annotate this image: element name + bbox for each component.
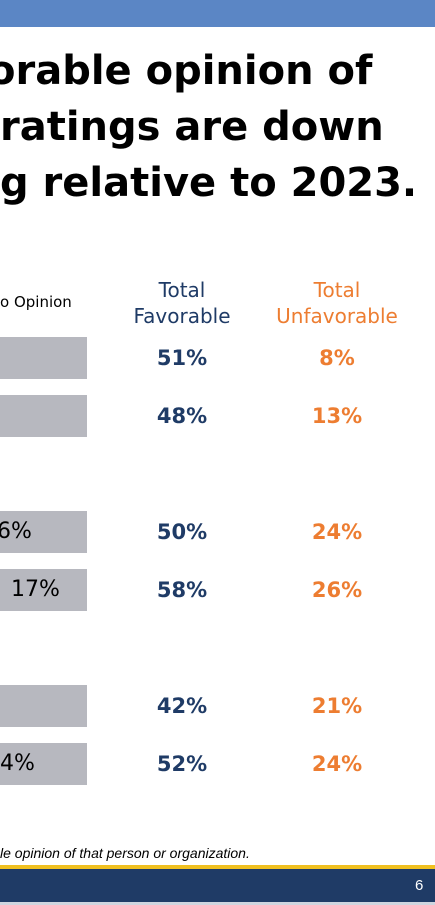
total-unfavorable-header: Total Unfavorable [267,277,407,329]
unfavorable-value: 24% [311,520,363,544]
no-opinion-value: 17% [11,577,60,602]
footnote: le opinion of that person or organizatio… [0,845,250,861]
no-opinion-value: 24% [0,751,35,776]
bottom-edge [0,902,435,905]
favorable-value: 42% [156,694,208,718]
no-opinion-bar: 24% [0,743,87,785]
no-opinion-value: 6% [0,519,32,544]
favorable-value: 52% [156,752,208,776]
total-unfavorable-header-line-1: Total [313,278,361,302]
total-unfavorable-header-line-2: Unfavorable [276,304,398,328]
top-banner [0,0,435,27]
accent-line [0,865,435,869]
no-opinion-bar [0,685,87,727]
footer-bar [0,869,435,902]
no-opinion-bar [0,337,87,379]
unfavorable-value: 13% [311,404,363,428]
unfavorable-value: 8% [319,346,355,370]
no-opinion-bar: 17% [0,569,87,611]
title-line-3: g relative to 2023. [0,160,418,206]
favorable-value: 48% [156,404,208,428]
unfavorable-value: 26% [311,578,363,602]
title-line-2: ratings are down [0,104,384,150]
favorable-value: 50% [156,520,208,544]
no-opinion-bar: 6% [0,511,87,553]
total-favorable-header-line-2: Favorable [133,304,231,328]
total-favorable-header-line-1: Total [158,278,206,302]
no-opinion-header: o Opinion [0,293,72,311]
favorable-value: 58% [156,578,208,602]
title-line-1: orable opinion of [0,48,373,94]
favorable-value: 51% [156,346,208,370]
unfavorable-value: 21% [311,694,363,718]
unfavorable-value: 24% [311,752,363,776]
no-opinion-bar [0,395,87,437]
total-favorable-header: Total Favorable [112,277,252,329]
page-number: 6 [415,877,424,894]
